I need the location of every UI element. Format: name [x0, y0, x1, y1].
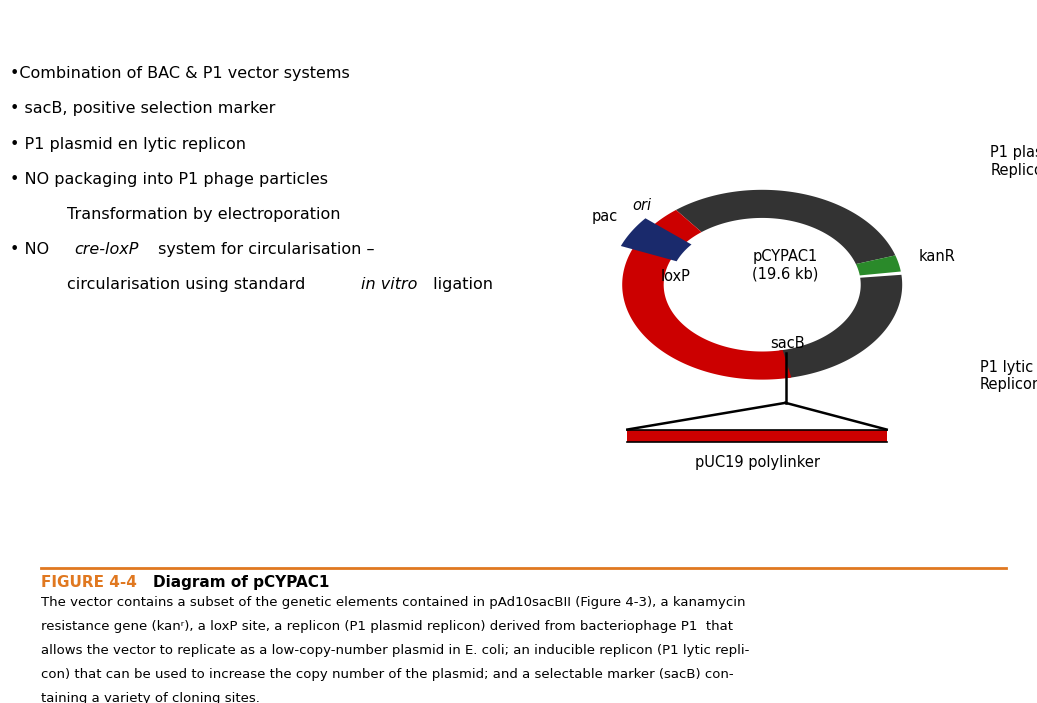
Text: • sacB, positive selection marker: • sacB, positive selection marker — [10, 101, 276, 117]
Polygon shape — [621, 219, 692, 262]
Text: system for circularisation –: system for circularisation – — [153, 242, 375, 257]
Text: con) that can be used to increase the copy number of the plasmid; and a selectab: con) that can be used to increase the co… — [41, 668, 734, 681]
Text: • NO packaging into P1 phage particles: • NO packaging into P1 phage particles — [10, 172, 329, 187]
Text: Diagram of pCYPAC1: Diagram of pCYPAC1 — [153, 574, 330, 590]
Text: pUC19 polylinker: pUC19 polylinker — [695, 455, 819, 470]
Text: ligation: ligation — [428, 277, 494, 292]
Text: kanR: kanR — [919, 249, 956, 264]
Text: •Combination of BAC & P1 vector systems: •Combination of BAC & P1 vector systems — [10, 66, 351, 82]
Text: pac: pac — [591, 209, 618, 224]
Text: sacB: sacB — [769, 336, 805, 351]
Bar — [627, 430, 887, 442]
Text: cre-loxP: cre-loxP — [75, 242, 139, 257]
Text: loxP: loxP — [661, 269, 691, 284]
Text: resistance gene (​kanʳ), a ​loxP site, a replicon (P1 plasmid replicon) derived : resistance gene (​kanʳ), a ​loxP site, a… — [41, 620, 733, 633]
Polygon shape — [676, 190, 895, 264]
Text: • P1 plasmid en lytic replicon: • P1 plasmid en lytic replicon — [10, 136, 247, 152]
Text: FIGURE 4-4: FIGURE 4-4 — [41, 574, 137, 590]
Text: allows the vector to replicate as a low-copy-number plasmid in ​E. coli; an indu: allows the vector to replicate as a low-… — [41, 644, 750, 657]
Text: circularisation using standard: circularisation using standard — [67, 277, 311, 292]
Text: ori: ori — [633, 198, 651, 213]
Polygon shape — [856, 255, 901, 276]
Polygon shape — [622, 210, 791, 380]
Text: P1 plasmid
Replicon: P1 plasmid Replicon — [990, 146, 1037, 178]
Text: in vitro: in vitro — [361, 277, 417, 292]
Polygon shape — [779, 275, 902, 378]
Text: Transformation by electroporation: Transformation by electroporation — [67, 207, 341, 222]
Text: pCYPAC1
(19.6 kb): pCYPAC1 (19.6 kb) — [752, 249, 818, 281]
Text: P1 lytic
Replicon: P1 lytic Replicon — [980, 360, 1037, 392]
Text: The vector contains a subset of the genetic elements contained in pAd10​sacBII (: The vector contains a subset of the gene… — [41, 596, 746, 609]
Text: taining a variety of cloning sites.: taining a variety of cloning sites. — [41, 692, 260, 703]
Text: • NO: • NO — [10, 242, 55, 257]
